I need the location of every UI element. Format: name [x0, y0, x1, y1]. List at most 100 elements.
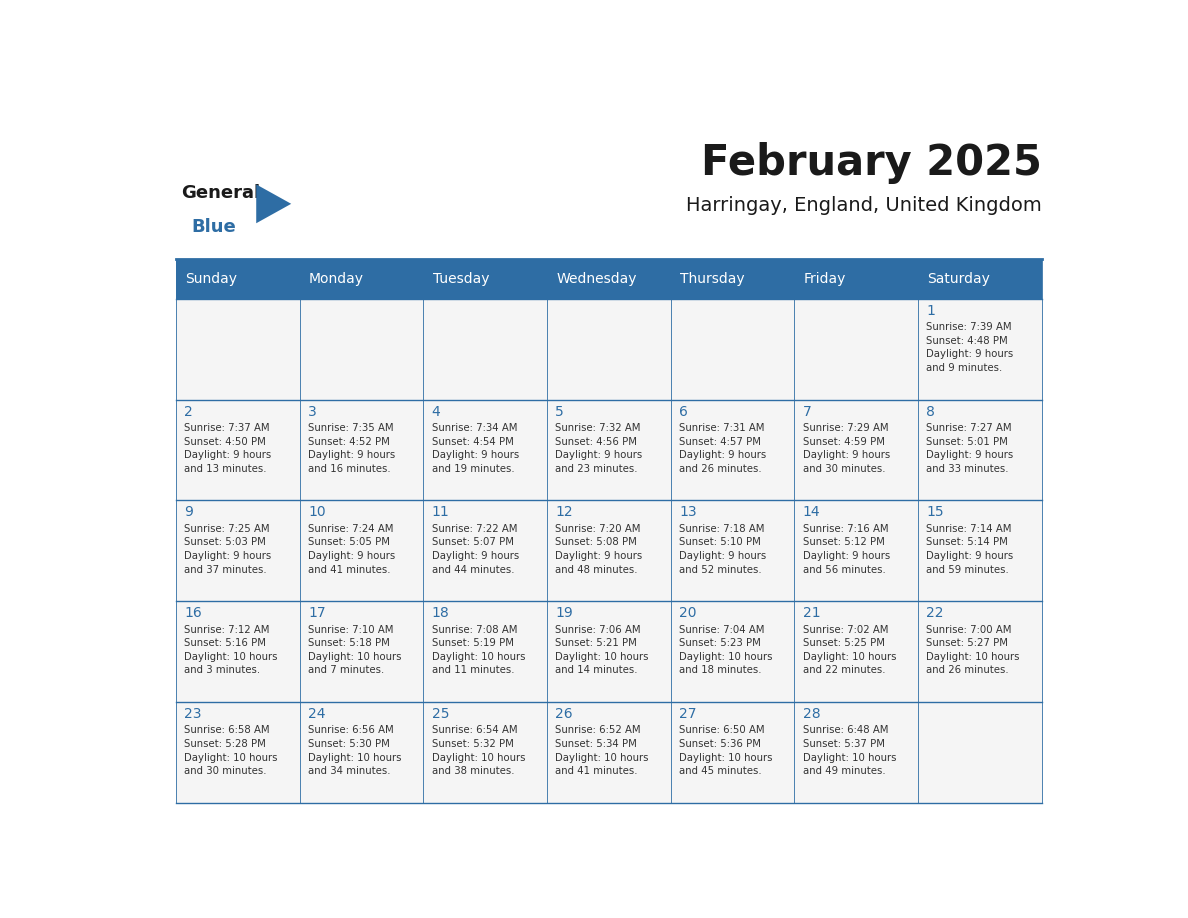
Bar — [176, 299, 299, 399]
Text: Thursday: Thursday — [680, 272, 745, 285]
Text: Sunrise: 6:54 AM
Sunset: 5:32 PM
Daylight: 10 hours
and 38 minutes.: Sunrise: 6:54 AM Sunset: 5:32 PM Dayligh… — [431, 725, 525, 777]
Bar — [795, 500, 918, 601]
Bar — [795, 259, 918, 299]
Text: 7: 7 — [803, 405, 811, 419]
Text: 11: 11 — [431, 506, 449, 520]
Text: Sunrise: 7:27 AM
Sunset: 5:01 PM
Daylight: 9 hours
and 33 minutes.: Sunrise: 7:27 AM Sunset: 5:01 PM Dayligh… — [927, 423, 1013, 474]
Bar — [176, 500, 299, 601]
Text: 15: 15 — [927, 506, 943, 520]
Text: Sunrise: 7:16 AM
Sunset: 5:12 PM
Daylight: 9 hours
and 56 minutes.: Sunrise: 7:16 AM Sunset: 5:12 PM Dayligh… — [803, 524, 890, 575]
Text: Sunrise: 6:48 AM
Sunset: 5:37 PM
Daylight: 10 hours
and 49 minutes.: Sunrise: 6:48 AM Sunset: 5:37 PM Dayligh… — [803, 725, 896, 777]
Text: 24: 24 — [308, 707, 326, 721]
Text: Sunrise: 7:22 AM
Sunset: 5:07 PM
Daylight: 9 hours
and 44 minutes.: Sunrise: 7:22 AM Sunset: 5:07 PM Dayligh… — [431, 524, 519, 575]
Bar — [795, 702, 918, 803]
Text: 18: 18 — [431, 606, 449, 621]
Bar — [423, 601, 546, 702]
Text: Sunrise: 6:58 AM
Sunset: 5:28 PM
Daylight: 10 hours
and 30 minutes.: Sunrise: 6:58 AM Sunset: 5:28 PM Dayligh… — [184, 725, 278, 777]
Text: Sunrise: 7:10 AM
Sunset: 5:18 PM
Daylight: 10 hours
and 7 minutes.: Sunrise: 7:10 AM Sunset: 5:18 PM Dayligh… — [308, 624, 402, 676]
Bar — [546, 299, 671, 399]
Bar — [918, 601, 1042, 702]
Text: Saturday: Saturday — [927, 272, 990, 285]
Bar — [299, 601, 423, 702]
Text: February 2025: February 2025 — [701, 142, 1042, 184]
Bar — [423, 259, 546, 299]
Bar — [671, 399, 795, 500]
Text: Sunrise: 6:50 AM
Sunset: 5:36 PM
Daylight: 10 hours
and 45 minutes.: Sunrise: 6:50 AM Sunset: 5:36 PM Dayligh… — [680, 725, 772, 777]
Text: Sunrise: 7:34 AM
Sunset: 4:54 PM
Daylight: 9 hours
and 19 minutes.: Sunrise: 7:34 AM Sunset: 4:54 PM Dayligh… — [431, 423, 519, 474]
Bar — [671, 702, 795, 803]
Text: 2: 2 — [184, 405, 194, 419]
Bar — [546, 601, 671, 702]
Bar — [176, 399, 299, 500]
Text: Sunrise: 6:56 AM
Sunset: 5:30 PM
Daylight: 10 hours
and 34 minutes.: Sunrise: 6:56 AM Sunset: 5:30 PM Dayligh… — [308, 725, 402, 777]
Text: Sunrise: 7:02 AM
Sunset: 5:25 PM
Daylight: 10 hours
and 22 minutes.: Sunrise: 7:02 AM Sunset: 5:25 PM Dayligh… — [803, 624, 896, 676]
Text: General: General — [181, 185, 260, 202]
Text: Sunrise: 7:31 AM
Sunset: 4:57 PM
Daylight: 9 hours
and 26 minutes.: Sunrise: 7:31 AM Sunset: 4:57 PM Dayligh… — [680, 423, 766, 474]
Bar — [546, 500, 671, 601]
Text: 13: 13 — [680, 506, 696, 520]
Text: Sunrise: 7:24 AM
Sunset: 5:05 PM
Daylight: 9 hours
and 41 minutes.: Sunrise: 7:24 AM Sunset: 5:05 PM Dayligh… — [308, 524, 396, 575]
Text: 23: 23 — [184, 707, 202, 721]
Bar — [546, 259, 671, 299]
Bar — [918, 500, 1042, 601]
Bar — [176, 702, 299, 803]
Text: 6: 6 — [680, 405, 688, 419]
Bar — [546, 399, 671, 500]
Text: Sunrise: 7:14 AM
Sunset: 5:14 PM
Daylight: 9 hours
and 59 minutes.: Sunrise: 7:14 AM Sunset: 5:14 PM Dayligh… — [927, 524, 1013, 575]
Text: Sunrise: 7:35 AM
Sunset: 4:52 PM
Daylight: 9 hours
and 16 minutes.: Sunrise: 7:35 AM Sunset: 4:52 PM Dayligh… — [308, 423, 396, 474]
Text: 14: 14 — [803, 506, 820, 520]
Text: Sunrise: 7:25 AM
Sunset: 5:03 PM
Daylight: 9 hours
and 37 minutes.: Sunrise: 7:25 AM Sunset: 5:03 PM Dayligh… — [184, 524, 272, 575]
Text: 3: 3 — [308, 405, 317, 419]
Bar — [546, 702, 671, 803]
Text: 5: 5 — [555, 405, 564, 419]
Text: 22: 22 — [927, 606, 943, 621]
Text: 28: 28 — [803, 707, 820, 721]
Bar — [671, 299, 795, 399]
Bar — [671, 601, 795, 702]
Text: Sunrise: 7:00 AM
Sunset: 5:27 PM
Daylight: 10 hours
and 26 minutes.: Sunrise: 7:00 AM Sunset: 5:27 PM Dayligh… — [927, 624, 1019, 676]
Text: Blue: Blue — [191, 218, 236, 236]
Text: 8: 8 — [927, 405, 935, 419]
Text: Wednesday: Wednesday — [556, 272, 637, 285]
Text: 9: 9 — [184, 506, 194, 520]
Text: 10: 10 — [308, 506, 326, 520]
Bar — [423, 299, 546, 399]
Text: 21: 21 — [803, 606, 820, 621]
Text: 12: 12 — [555, 506, 573, 520]
Text: 17: 17 — [308, 606, 326, 621]
Bar — [795, 601, 918, 702]
Text: 4: 4 — [431, 405, 441, 419]
Text: Sunrise: 7:37 AM
Sunset: 4:50 PM
Daylight: 9 hours
and 13 minutes.: Sunrise: 7:37 AM Sunset: 4:50 PM Dayligh… — [184, 423, 272, 474]
Bar — [795, 399, 918, 500]
Bar — [299, 399, 423, 500]
Bar — [176, 601, 299, 702]
Bar — [423, 500, 546, 601]
Text: Harringay, England, United Kingdom: Harringay, England, United Kingdom — [685, 196, 1042, 216]
Bar — [918, 259, 1042, 299]
Bar — [671, 500, 795, 601]
Bar — [918, 299, 1042, 399]
Text: Sunrise: 7:18 AM
Sunset: 5:10 PM
Daylight: 9 hours
and 52 minutes.: Sunrise: 7:18 AM Sunset: 5:10 PM Dayligh… — [680, 524, 766, 575]
Bar — [299, 299, 423, 399]
Text: 26: 26 — [555, 707, 573, 721]
Bar — [299, 259, 423, 299]
Text: Monday: Monday — [309, 272, 364, 285]
Text: Sunrise: 7:12 AM
Sunset: 5:16 PM
Daylight: 10 hours
and 3 minutes.: Sunrise: 7:12 AM Sunset: 5:16 PM Dayligh… — [184, 624, 278, 676]
Bar — [299, 702, 423, 803]
Bar — [918, 702, 1042, 803]
Bar — [918, 399, 1042, 500]
Text: Sunrise: 6:52 AM
Sunset: 5:34 PM
Daylight: 10 hours
and 41 minutes.: Sunrise: 6:52 AM Sunset: 5:34 PM Dayligh… — [555, 725, 649, 777]
Text: 1: 1 — [927, 304, 935, 318]
Text: Sunrise: 7:06 AM
Sunset: 5:21 PM
Daylight: 10 hours
and 14 minutes.: Sunrise: 7:06 AM Sunset: 5:21 PM Dayligh… — [555, 624, 649, 676]
Text: 19: 19 — [555, 606, 573, 621]
Text: 27: 27 — [680, 707, 696, 721]
Bar — [423, 399, 546, 500]
Text: Friday: Friday — [803, 272, 846, 285]
Text: Sunrise: 7:08 AM
Sunset: 5:19 PM
Daylight: 10 hours
and 11 minutes.: Sunrise: 7:08 AM Sunset: 5:19 PM Dayligh… — [431, 624, 525, 676]
Text: Sunrise: 7:39 AM
Sunset: 4:48 PM
Daylight: 9 hours
and 9 minutes.: Sunrise: 7:39 AM Sunset: 4:48 PM Dayligh… — [927, 322, 1013, 373]
Text: 20: 20 — [680, 606, 696, 621]
Text: Sunrise: 7:29 AM
Sunset: 4:59 PM
Daylight: 9 hours
and 30 minutes.: Sunrise: 7:29 AM Sunset: 4:59 PM Dayligh… — [803, 423, 890, 474]
Bar — [299, 500, 423, 601]
Text: 16: 16 — [184, 606, 202, 621]
Bar — [176, 259, 299, 299]
